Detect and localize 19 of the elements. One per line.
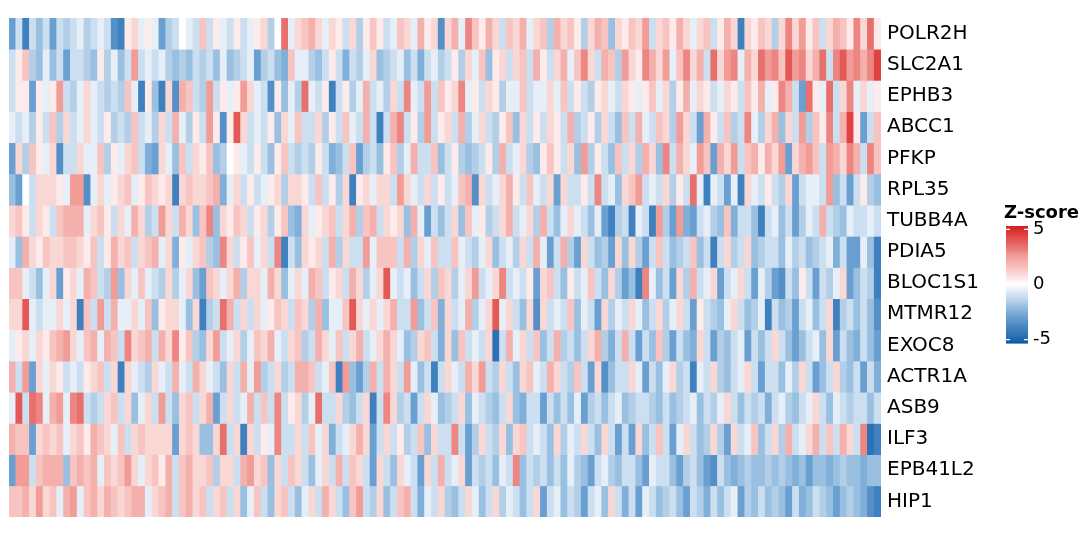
y-tick-label: ILF3 bbox=[887, 425, 929, 450]
y-tick-label: TUBB4A bbox=[886, 206, 969, 231]
y-tick-label: MTMR12 bbox=[887, 300, 974, 325]
y-tick-label: ABCC1 bbox=[887, 113, 955, 138]
y-tick-label: BLOC1S1 bbox=[887, 269, 980, 294]
y-tick-label: EPHB3 bbox=[887, 82, 954, 107]
y-tick-label: ASB9 bbox=[887, 394, 940, 419]
y-tick-label: HIP1 bbox=[887, 487, 933, 512]
y-tick-label: SLC2A1 bbox=[887, 50, 964, 75]
y-tick-label: EPB41L2 bbox=[887, 456, 975, 481]
color-bar-title: Z-score bbox=[1004, 201, 1080, 222]
color-bar-label: -5 bbox=[1033, 327, 1051, 349]
y-tick-label: RPL35 bbox=[887, 175, 950, 200]
y-tick-label: PDIA5 bbox=[887, 238, 947, 263]
y-tick-label: ACTR1A bbox=[887, 362, 968, 387]
y-tick-label: PFKP bbox=[887, 144, 936, 169]
y-tick-label: POLR2H bbox=[887, 19, 968, 44]
y-tick-label: EXOC8 bbox=[887, 331, 955, 356]
color-bar-label: 0 bbox=[1033, 272, 1045, 294]
